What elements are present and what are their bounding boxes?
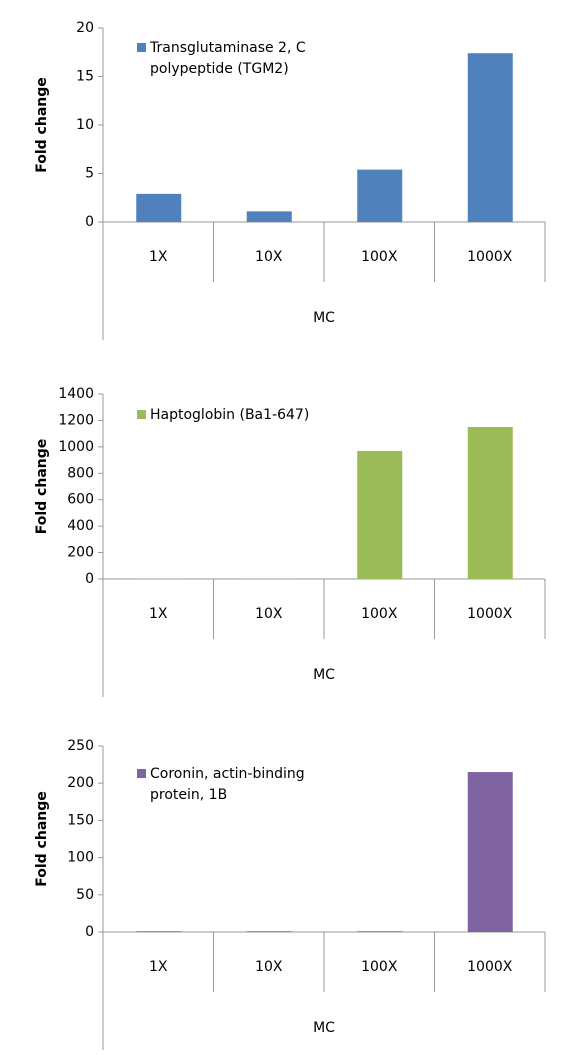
x-tick-label: 1X [149, 249, 168, 265]
x-axis-label: MC [313, 667, 335, 683]
y-tick-label: 0 [85, 214, 94, 230]
x-axis-label: MC [313, 310, 335, 326]
y-tick-label: 600 [67, 492, 94, 508]
bar [467, 427, 513, 579]
bar [357, 931, 403, 932]
legend: Haptoglobin (Ba1-647) [137, 405, 315, 426]
y-tick-label: 100 [67, 850, 94, 866]
y-tick-label: 1400 [58, 386, 94, 402]
bar [246, 211, 292, 222]
x-tick-label: 10X [255, 606, 283, 622]
x-tick-label: 10X [255, 959, 283, 975]
bar [136, 931, 182, 932]
bar [136, 579, 182, 580]
legend: Transglutaminase 2, C polypeptide (TGM2) [137, 38, 315, 80]
y-tick-label: 50 [76, 887, 94, 903]
y-tick-label: 1200 [58, 412, 94, 428]
x-tick-label: 1000X [467, 959, 513, 975]
bar [467, 53, 513, 222]
bar [357, 169, 403, 222]
x-tick-label: 100X [361, 249, 398, 265]
legend-swatch [137, 43, 146, 52]
bar [136, 193, 182, 222]
legend-label: Coronin, actin-binding protein, 1B [150, 766, 305, 803]
bar [357, 450, 403, 579]
y-tick-label: 400 [67, 518, 94, 534]
legend-swatch [137, 769, 146, 778]
x-axis-label: MC [313, 1020, 335, 1036]
legend-swatch [137, 410, 146, 419]
x-tick-label: 10X [255, 249, 283, 265]
y-tick-label: 15 [76, 69, 94, 85]
y-tick-label: 1000 [58, 439, 94, 455]
legend: Coronin, actin-binding protein, 1B [137, 764, 315, 806]
y-axis-label: Fold change [34, 77, 50, 173]
x-tick-label: 1X [149, 959, 168, 975]
y-tick-label: 150 [67, 812, 94, 828]
y-axis-label: Fold change [34, 791, 50, 887]
x-tick-label: 100X [361, 606, 398, 622]
y-tick-label: 200 [67, 545, 94, 561]
y-tick-label: 0 [85, 571, 94, 587]
bar [467, 772, 513, 932]
x-tick-label: 1X [149, 606, 168, 622]
y-tick-label: 20 [76, 20, 94, 36]
legend-label: Transglutaminase 2, C polypeptide (TGM2) [150, 40, 306, 77]
y-tick-label: 200 [67, 775, 94, 791]
y-tick-label: 250 [67, 738, 94, 754]
legend-label: Haptoglobin (Ba1-647) [150, 407, 310, 423]
y-tick-label: 0 [85, 924, 94, 940]
x-tick-label: 100X [361, 959, 398, 975]
y-tick-label: 10 [76, 117, 94, 133]
x-tick-label: 1000X [467, 249, 513, 265]
bar [246, 579, 292, 580]
y-tick-label: 5 [85, 166, 94, 182]
x-tick-label: 1000X [467, 606, 513, 622]
y-tick-label: 800 [67, 465, 94, 481]
bar [246, 931, 292, 932]
y-axis-label: Fold change [34, 439, 50, 535]
